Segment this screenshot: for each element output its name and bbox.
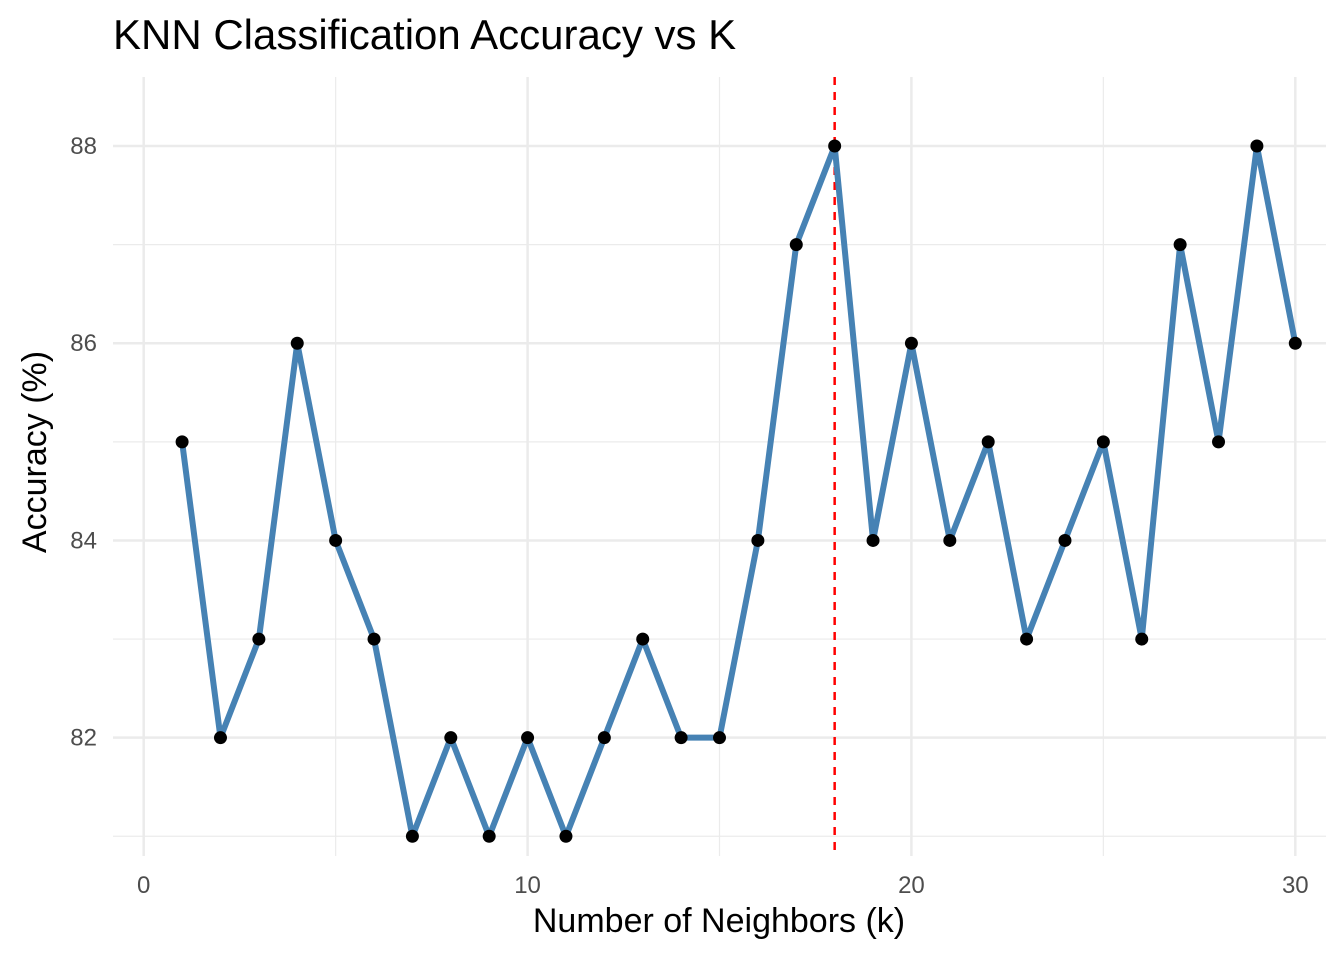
y-axis-title: Accuracy (%) — [16, 351, 54, 553]
data-point — [1096, 435, 1110, 449]
data-point — [713, 731, 726, 745]
x-tick-labels: 0 10 20 30 — [137, 872, 1309, 899]
y-tick-label: 84 — [70, 527, 97, 554]
data-point — [290, 336, 304, 350]
data-point — [674, 731, 688, 745]
data-point — [482, 829, 496, 843]
data-point — [1288, 336, 1302, 350]
data-point — [444, 731, 458, 745]
y-tick-label: 86 — [70, 330, 97, 357]
data-point — [828, 139, 842, 153]
x-tick-label: 10 — [514, 872, 541, 899]
data-point — [789, 238, 803, 252]
data-point — [1020, 632, 1034, 646]
data-point — [329, 533, 343, 547]
data-point — [904, 336, 918, 350]
x-tick-label: 30 — [1282, 872, 1309, 899]
data-point — [252, 632, 266, 646]
data-point — [1135, 632, 1149, 646]
data-point — [1250, 139, 1264, 153]
x-axis-title: Number of Neighbors (k) — [533, 902, 905, 940]
data-point — [597, 731, 611, 745]
data-point — [1173, 238, 1187, 252]
data-point — [1058, 533, 1072, 547]
series-layer — [179, 143, 1299, 840]
data-point — [866, 533, 880, 547]
data-point — [636, 632, 650, 646]
data-point — [943, 533, 957, 547]
y-tick-label: 82 — [70, 725, 97, 752]
y-tick-labels: 82 84 86 88 — [70, 133, 97, 752]
data-point — [521, 731, 535, 745]
data-point — [751, 533, 765, 547]
data-point — [981, 435, 995, 449]
data-point — [405, 829, 419, 843]
data-point — [175, 435, 189, 449]
points-layer — [175, 139, 1302, 843]
x-tick-label: 0 — [137, 872, 150, 899]
series-line — [179, 143, 1299, 840]
x-tick-label: 20 — [898, 872, 925, 899]
data-point — [367, 632, 381, 646]
y-tick-label: 88 — [70, 133, 97, 160]
data-point — [559, 829, 573, 843]
data-point — [1212, 435, 1226, 449]
chart-title: KNN Classification Accuracy vs K — [113, 11, 736, 58]
data-point — [213, 731, 227, 745]
